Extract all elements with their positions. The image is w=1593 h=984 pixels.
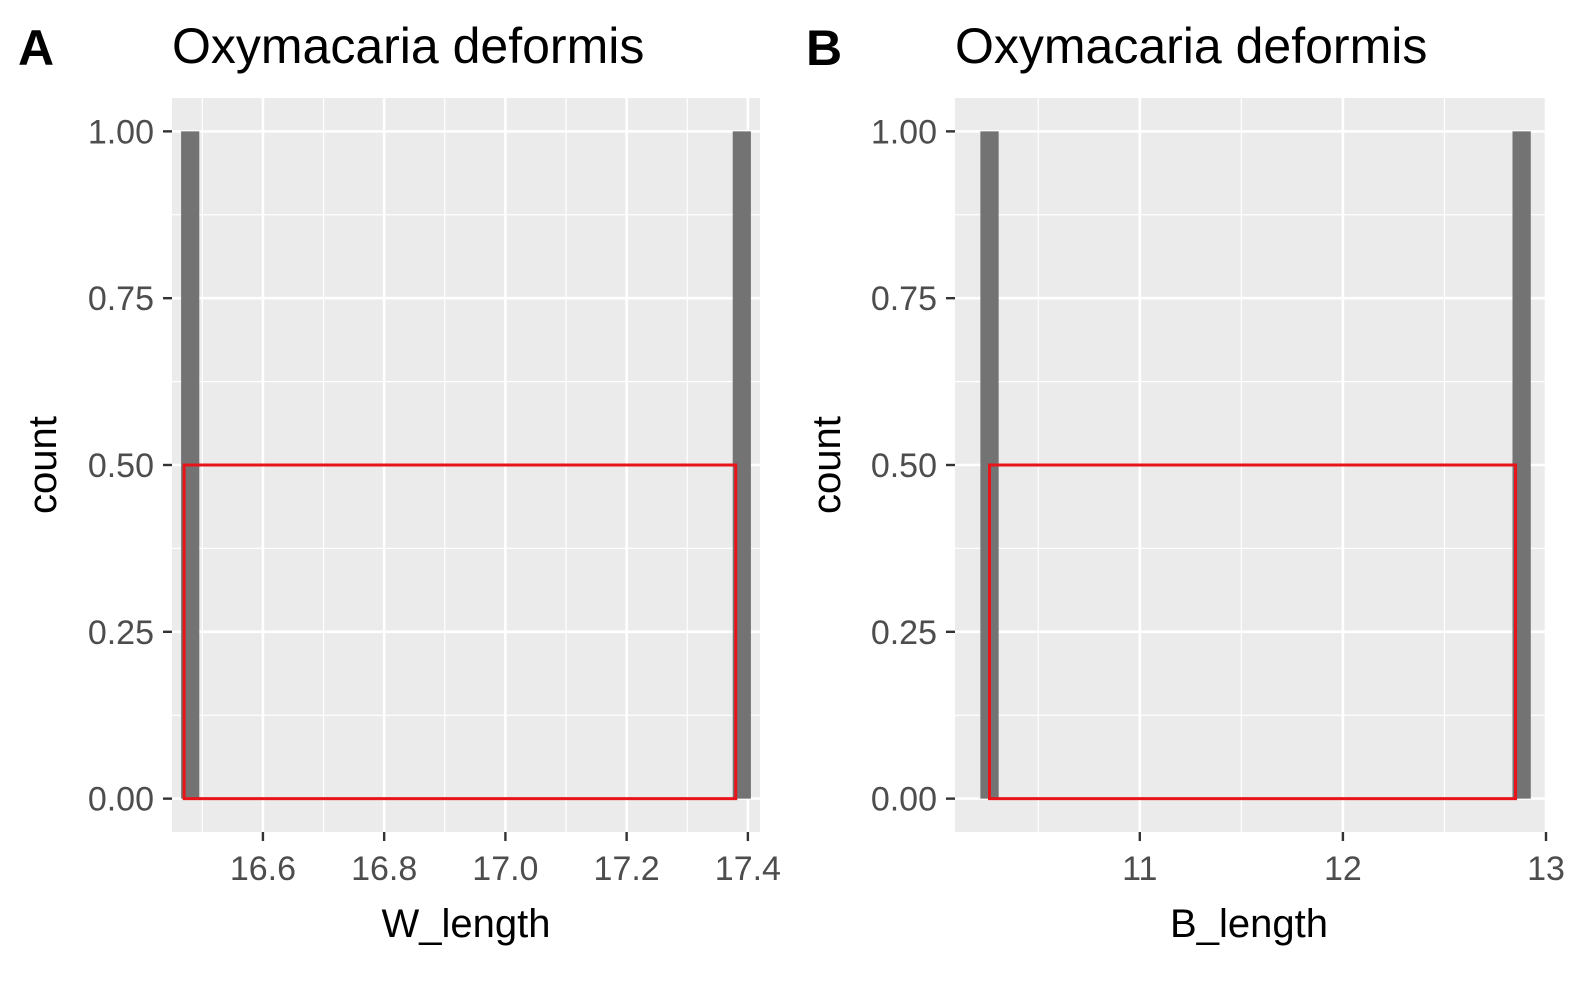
y-tick-label-b-4: 1.00 [871,113,937,151]
x-axis-title-b: B_length [1170,902,1328,946]
y-tick-label-a-0: 0.00 [88,781,154,819]
panel-title-b: Oxymacaria deformis [955,18,1427,74]
y-tick-label-b-3: 0.75 [871,280,937,318]
y-axis-title-b: count [805,416,849,514]
y-tick-label-a-3: 0.75 [88,280,154,318]
x-tick-label-a-1: 16.8 [351,850,417,888]
y-tick-label-a-1: 0.25 [88,614,154,652]
panel-b: B Oxymacaria deformis 0.00 0.25 0.50 0.75 1.… [805,18,1565,946]
highlight-a [182,463,738,801]
y-axis-a: 0.00 0.25 0.50 0.75 1.00 [88,113,172,819]
histogram-bar-a-1 [732,131,751,799]
x-tick-label-b-2: 13 [1527,850,1565,888]
highlight-box-b [988,463,1518,801]
panel-tag-a: A [18,20,54,76]
y-axis-title-a: count [21,416,65,514]
y-tick-label-b-0: 0.00 [871,781,937,819]
x-axis-title-a: W_length [382,902,551,946]
x-tick-label-a-3: 17.2 [594,850,660,888]
x-axis-a: 16.6 16.8 17.0 17.2 17.4 [230,832,781,888]
panel-tag-b: B [806,20,842,76]
y-tick-label-b-1: 0.25 [871,614,937,652]
y-tick-label-a-2: 0.50 [88,447,154,485]
x-tick-label-a-0: 16.6 [230,850,296,888]
x-tick-label-a-2: 17.0 [472,850,538,888]
highlight-b [988,463,1518,801]
histogram-bar-b-1 [1512,131,1531,799]
highlight-box-a [182,463,738,801]
x-tick-label-b-0: 11 [1122,850,1157,888]
panel-a: A Oxymacaria deformis 0.00 0.25 0.50 0.75 1.… [18,18,781,946]
y-axis-b: 0.00 0.25 0.50 0.75 1.00 [871,113,955,819]
x-axis-b: 11 12 13 [1122,832,1565,888]
x-tick-label-a-4: 17.4 [715,850,781,888]
bars-a [181,131,751,799]
y-tick-label-b-2: 0.50 [871,447,937,485]
panel-title-a: Oxymacaria deformis [172,18,644,74]
y-tick-label-a-4: 1.00 [88,113,154,151]
x-tick-label-b-1: 12 [1324,850,1362,888]
